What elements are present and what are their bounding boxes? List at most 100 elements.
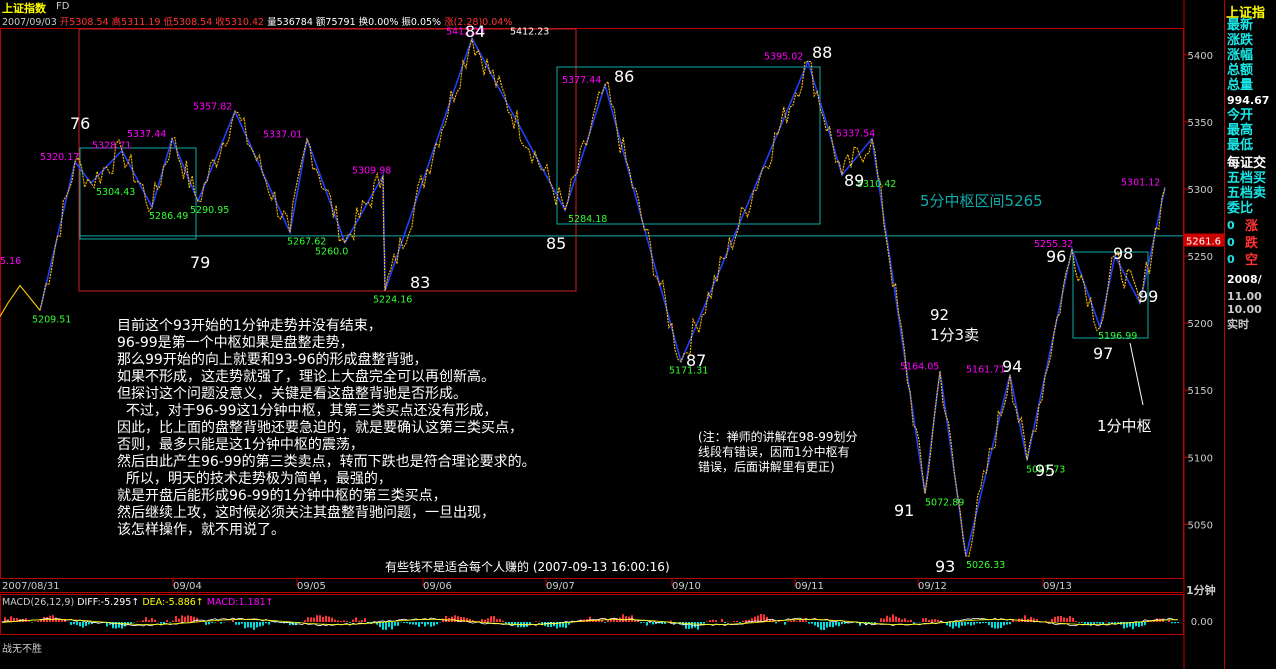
quote-small-label-1: 跌 <box>1245 236 1259 251</box>
x-label-2: 09/05 <box>297 581 326 592</box>
x-label-5: 09/10 <box>672 581 701 592</box>
period-selector[interactable]: 1分钟 <box>1186 584 1216 597</box>
quote-small-val-2: 0 <box>1227 253 1235 266</box>
pivot-tag-21: 5072.89 <box>925 498 964 509</box>
quote-label3-0: 每证交 <box>1227 156 1267 171</box>
quote-label3-3: 委比 <box>1227 201 1254 216</box>
quote-small-label-0: 涨 <box>1245 219 1259 234</box>
quote-sub-1: 10.00 <box>1227 303 1262 316</box>
pivot-number-98: 98 <box>1113 244 1133 263</box>
quote-label2-1: 最高 <box>1227 123 1254 138</box>
pivot-tag-0: 5209.51 <box>32 314 71 325</box>
pivot-number-76: 76 <box>70 114 90 133</box>
quote-label3-1: 五档买 <box>1227 171 1267 186</box>
ohlc-bar: 2007/09/03 开5308.54 高5311.19 低5308.54 收5… <box>2 14 512 28</box>
pivot-number-96: 96 <box>1046 247 1066 266</box>
pivot-tag-11: 5309.98 <box>352 166 391 177</box>
pointer-1min <box>1129 342 1144 406</box>
pivot-tag-8: 5267.62 <box>287 236 326 247</box>
y-tick-label-0: 5050 <box>1188 520 1213 531</box>
pivot-tag-18: 5395.02 <box>764 52 803 63</box>
pivot-tag-13: 5412.23 <box>446 26 485 37</box>
pivot-tag-16: 5377.44 <box>562 75 601 86</box>
pivot-number-95: 95 <box>1035 461 1055 480</box>
center-zone-label: 5分中枢区间5265 <box>920 192 1043 210</box>
macd-diff-line <box>1 617 1179 627</box>
pivot-tag-19: 5310.42 <box>857 179 896 190</box>
quote-label-1: 涨跌 <box>1227 33 1254 48</box>
pivot-tag-10: 5260.0 <box>315 247 348 258</box>
zone-box-85 <box>556 66 821 225</box>
amplitude-label: 振0.05% <box>401 17 442 28</box>
pivot-number-85: 85 <box>546 234 566 253</box>
change-label: 涨(2.28)0.04% <box>444 17 513 28</box>
pivot-tag-9: 5337.01 <box>263 129 302 140</box>
macd-diff: DIFF:-5.295↑ <box>77 597 140 608</box>
label-1min-center: 1分中枢 <box>1097 417 1152 435</box>
macd-title: MACD(26,12,9) <box>2 597 75 608</box>
macd-dea: DEA:-5.886↑ <box>142 597 204 608</box>
pivot-number-94: 94 <box>1002 357 1022 376</box>
quote-sub-0: 11.00 <box>1227 290 1262 303</box>
macd-dea-line <box>1 619 1179 625</box>
open-label: 开5308.54 <box>59 17 109 28</box>
y-tick-label-7: 5400 <box>1188 51 1213 62</box>
pivot-number-87: 87 <box>686 351 706 370</box>
zone-box-76 <box>79 147 197 240</box>
pivot-number-88: 88 <box>812 43 832 62</box>
pivot-number-91: 91 <box>894 501 914 520</box>
header-bar: 上证指数 FD <box>0 0 1183 15</box>
pivot-tag-7: 5357.82 <box>193 101 232 112</box>
pivot-tag-12: 5224.16 <box>373 295 412 306</box>
quote-sub-2: 实时 <box>1227 318 1249 331</box>
period-tag: FD <box>56 1 70 12</box>
pivot-tag-4: 5286.49 <box>149 211 188 222</box>
pivot-tag-3: 5328.71 <box>92 140 131 151</box>
quote-label2-0: 今开 <box>1227 108 1254 123</box>
pivot-number-93: 93 <box>935 557 955 576</box>
y-tick-label-4: 5250 <box>1188 252 1213 263</box>
quote-label-4: 总量 <box>1227 78 1254 93</box>
macd-axis-label: 0.00 <box>1191 617 1213 628</box>
low-label: 低5308.54 <box>163 17 213 28</box>
pivot-tag-24: 5161.71 <box>966 364 1005 375</box>
y-tick-label-1: 5100 <box>1188 453 1213 464</box>
quote-title: 上证指 <box>1226 6 1266 21</box>
x-label-8: 09/13 <box>1043 581 1072 592</box>
quote-small-val-1: 0 <box>1227 236 1235 249</box>
index-title: 上证指数 <box>2 2 46 15</box>
pivot-tag-20: 5337.54 <box>836 129 875 140</box>
pivot-number-89: 89 <box>844 171 864 190</box>
footer-note: 有些钱不是适合每个人赚的 (2007-09-13 16:00:16) <box>385 560 670 574</box>
pivot-tag-27: 5196.99 <box>1098 331 1137 342</box>
quote-small-val-0: 0 <box>1227 219 1235 232</box>
x-label-6: 09/11 <box>795 581 824 592</box>
pivot-number-83: 83 <box>410 273 430 292</box>
pivot-number-79: 79 <box>190 253 210 272</box>
y-tick-label-5: 5300 <box>1188 185 1213 196</box>
y-tick-label-3: 5200 <box>1188 319 1213 330</box>
x-label-0: 2007/08/31 <box>2 581 60 592</box>
zone-box-96 <box>1072 251 1149 339</box>
quote-value: 994.67 <box>1227 94 1270 107</box>
price-tag: 5261.6 <box>1186 236 1221 247</box>
y-tick-label-6: 5350 <box>1188 118 1213 129</box>
label-92-sell: 92 1分3卖 <box>930 306 980 344</box>
pivot-tag-2: 5304.43 <box>96 187 135 198</box>
pivot-number-84: 84 <box>465 22 485 41</box>
x-label-1: 09/04 <box>173 581 202 592</box>
pivot-tag-6: 5290.95 <box>190 205 229 216</box>
pivot-tag-1: 5320.17 <box>40 152 79 163</box>
price-line <box>39 38 1166 557</box>
x-label-7: 09/12 <box>918 581 947 592</box>
date-label: 2007/09/03 <box>2 17 57 28</box>
high-label: 高5311.19 <box>111 17 161 28</box>
stroke-line <box>39 36 1166 557</box>
price-line-start <box>0 284 41 317</box>
side-note: (注：禅师的讲解在98-99划分 线段有错误，因而1分中枢有 错误，后面讲解里有… <box>698 430 858 474</box>
macd-footer: 战无不胜 <box>2 644 42 655</box>
quote-panel <box>1224 0 1276 669</box>
pivot-tag-15: 5284.18 <box>568 214 607 225</box>
y-tick-label-2: 5150 <box>1188 386 1213 397</box>
